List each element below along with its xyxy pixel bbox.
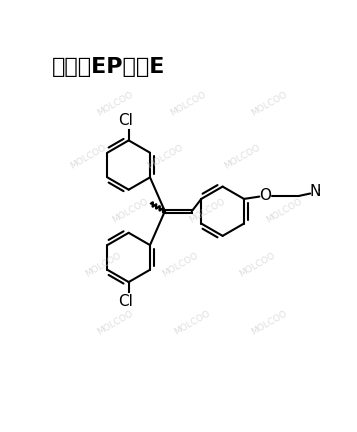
Text: MOLCOO: MOLCOO: [169, 89, 207, 118]
Text: MOLCOO: MOLCOO: [249, 89, 288, 118]
Text: MOLCOO: MOLCOO: [161, 251, 200, 279]
Text: MOLCOO: MOLCOO: [95, 89, 134, 118]
Text: MOLCOO: MOLCOO: [249, 309, 288, 337]
Text: Cl: Cl: [118, 294, 133, 309]
Text: O: O: [260, 188, 272, 203]
Text: MOLCOO: MOLCOO: [172, 309, 211, 337]
Text: MOLCOO: MOLCOO: [188, 197, 227, 225]
Text: 氯米芬EP杂质E: 氯米芬EP杂质E: [52, 57, 165, 77]
Text: Cl: Cl: [118, 113, 133, 128]
Text: MOLCOO: MOLCOO: [68, 143, 107, 171]
Text: MOLCOO: MOLCOO: [238, 251, 277, 279]
Text: MOLCOO: MOLCOO: [111, 197, 150, 225]
Text: N: N: [309, 184, 321, 200]
Text: MOLCOO: MOLCOO: [95, 309, 134, 337]
Text: MOLCOO: MOLCOO: [145, 143, 185, 171]
Text: MOLCOO: MOLCOO: [265, 197, 304, 225]
Text: MOLCOO: MOLCOO: [222, 143, 261, 171]
Text: MOLCOO: MOLCOO: [84, 251, 123, 279]
